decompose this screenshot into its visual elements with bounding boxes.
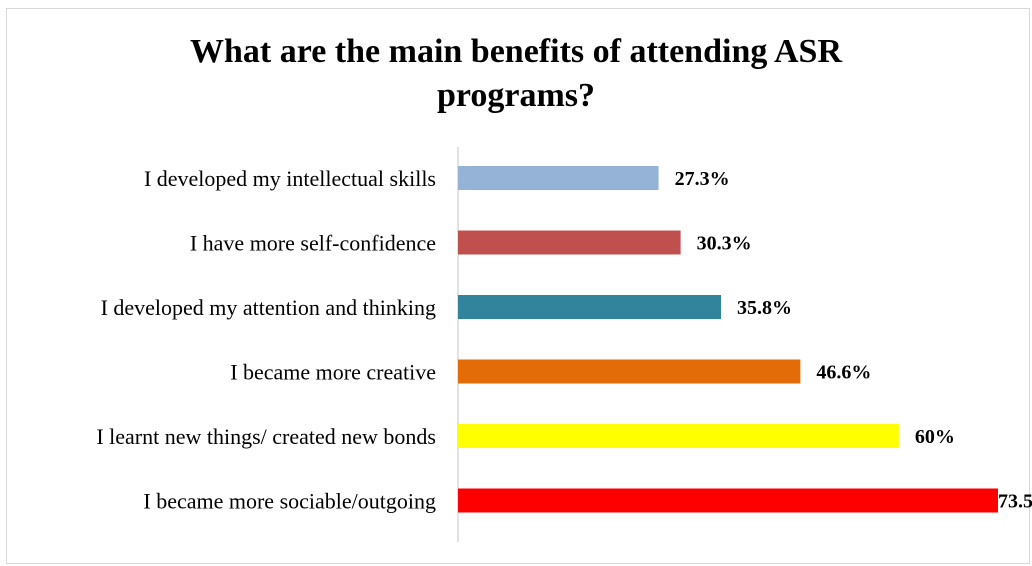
bar-4 [458,359,801,384]
value-label-5: 60% [915,426,955,448]
bar-1 [458,166,659,190]
value-label-6: 73.5% [998,491,1032,513]
category-label-4: I became more creative [230,360,436,385]
category-label-3: I developed my attention and thinking [101,295,436,320]
chart-title-line-1: What are the main benefits of attending … [190,33,842,70]
chart-title-line-2: programs? [436,77,596,114]
value-label-3: 35.8% [737,297,792,319]
value-label-2: 30.3% [697,233,752,255]
bar-2 [458,230,681,255]
bar-5 [458,424,899,448]
chart-title: What are the main benefits of attending … [0,30,1032,118]
chart-frame [6,8,1030,564]
category-label-1: I developed my intellectual skills [144,166,436,191]
value-label-1: 27.3% [675,168,730,190]
category-label-6: I became more sociable/outgoing [143,489,436,514]
bar-6 [458,488,998,513]
bar-3 [458,295,722,319]
category-label-5: I learnt new things/ created new bonds [96,424,436,449]
value-label-4: 46.6% [816,362,871,384]
category-label-2: I have more self-confidence [190,231,436,256]
